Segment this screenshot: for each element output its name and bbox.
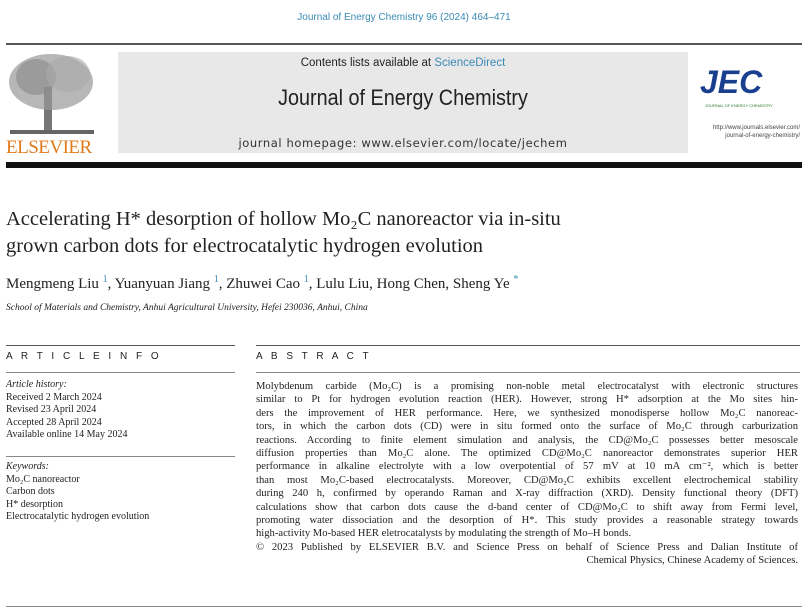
divider	[6, 456, 235, 457]
abstract-line: during 240 h, confirmed by operando Rama…	[256, 488, 798, 500]
author-name[interactable]: Yuanyuan Jiang	[114, 276, 211, 292]
sciencedirect-link[interactable]: ScienceDirect	[434, 57, 506, 69]
divider	[256, 345, 800, 346]
abstract-line: Molybdenum carbide (Mo₂C) is a promising…	[256, 381, 798, 392]
history-item: Available online 14 May 2024	[6, 429, 128, 440]
elsevier-logo-text[interactable]: ELSEVIER	[6, 137, 92, 158]
author-mark[interactable]: 1	[102, 274, 108, 285]
abstract-line: tors, in which the carbon dots (CD) were…	[256, 421, 798, 433]
divider	[6, 372, 235, 373]
abstract-line: ders the improvement of HER performance.…	[256, 407, 798, 419]
abstract-line: Chemical Physics, Chinese Academy of Sci…	[586, 555, 798, 567]
divider	[6, 43, 802, 45]
divider	[6, 345, 235, 346]
author-mark[interactable]: 1	[213, 274, 219, 285]
contents-line: Contents lists available at ScienceDirec…	[118, 57, 688, 69]
journal-url[interactable]: http://www.journals.elsevier.com/journal…	[690, 124, 800, 140]
abstract-heading: A B S T R A C T	[256, 351, 372, 362]
title-line: grown carbon dots for electrocatalytic h…	[6, 235, 484, 257]
abstract-line: high-activity Mo-based HER eletrocatalys…	[256, 528, 632, 540]
abstract-line: diffusion properties than Mo₂C alone. Th…	[256, 448, 798, 460]
thick-divider	[6, 162, 802, 168]
abstract-line: © 2023 Published by ELSEVIER B.V. and Sc…	[256, 541, 798, 553]
affiliation: School of Materials and Chemistry, Anhui…	[6, 303, 368, 313]
divider	[256, 372, 800, 373]
keywords: Keywords: Mo₂C nanoreactor Carbon dots H…	[6, 461, 149, 524]
abstract-line: similar to Pt for hydrogen evolution rea…	[256, 394, 798, 406]
article-info-heading: A R T I C L E I N F O	[6, 351, 162, 362]
abstract-line: calculations show that carbon dots cause…	[256, 501, 798, 513]
journal-title: Journal of Energy Chemistry	[278, 85, 528, 110]
journal-homepage[interactable]: journal homepage: www.elsevier.com/locat…	[238, 136, 568, 150]
article-title: Accelerating H* desorption of hollow Mo₂…	[6, 206, 561, 260]
title-line: Accelerating H* desorption of hollow Mo₂…	[6, 208, 561, 230]
keyword: Carbon dots	[6, 486, 55, 497]
keyword: H* desorption	[6, 498, 63, 510]
author-name[interactable]: Mengmeng Liu	[6, 276, 99, 292]
abstract-line: promoting water dissociation and the des…	[256, 515, 798, 527]
divider	[6, 606, 802, 607]
abstract-line: reactions. According to finite element s…	[256, 434, 798, 446]
abstract-line: than most Mo₂C-based electrocatalysts. M…	[256, 474, 798, 486]
author-list: Mengmeng Liu 1, Yuanyuan Jiang 1, Zhuwei…	[6, 274, 519, 292]
author-mark[interactable]: *	[513, 274, 519, 285]
keyword: Electrocatalytic hydrogen evolution	[6, 511, 150, 522]
keywords-label: Keywords:	[6, 461, 49, 472]
keyword: Mo₂C nanoreactor	[6, 473, 80, 485]
journal-url-line1: http://www.journals.elsevier.com/	[712, 125, 800, 131]
history-item: Received 2 March 2024	[6, 391, 102, 403]
author-mark[interactable]: 1	[303, 274, 309, 285]
journal-url-line2: journal-of-energy-chemistry/	[725, 133, 800, 139]
journal-header-band: Contents lists available at ScienceDirec…	[118, 52, 688, 153]
author-name[interactable]: Lulu Liu	[316, 276, 370, 292]
elsevier-tree-logo	[9, 54, 94, 134]
jec-logo[interactable]: JEC	[700, 64, 763, 100]
journal-citation[interactable]: Journal of Energy Chemistry 96 (2024) 46…	[297, 12, 511, 23]
jec-logo-subtitle: JOURNAL OF ENERGY CHEMISTRY	[705, 103, 773, 108]
author-name[interactable]: Zhuwei Cao	[226, 276, 300, 292]
author-name[interactable]: Sheng Ye	[452, 276, 510, 292]
contents-prefix: Contents lists available at	[300, 57, 435, 69]
abstract-text: Molybdenum carbide (Mo₂C) is a promising…	[256, 380, 798, 568]
history-label: Article history:	[6, 379, 67, 390]
history-item: Revised 23 April 2024	[6, 404, 97, 415]
history-item: Accepted 28 April 2024	[6, 416, 102, 428]
abstract-line: performance in alkaline electrolyte with…	[256, 461, 798, 473]
article-history: Article history: Received 2 March 2024 R…	[6, 379, 127, 442]
author-name[interactable]: Hong Chen	[376, 276, 446, 292]
